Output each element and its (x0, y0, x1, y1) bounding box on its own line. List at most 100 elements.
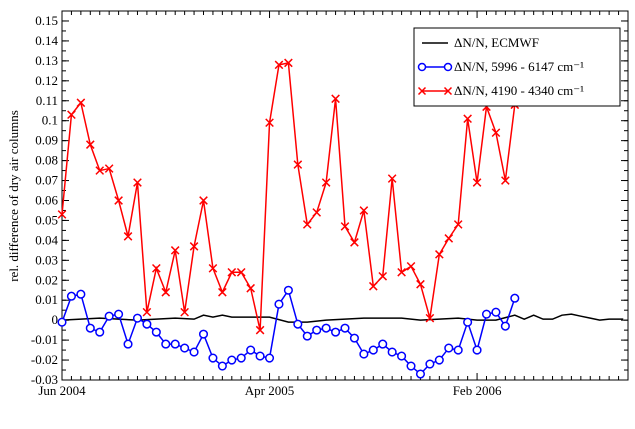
data-point (236, 267, 246, 277)
data-point (406, 361, 416, 371)
series-layer (57, 58, 624, 379)
x-tick-label: Jun 2004 (38, 383, 86, 398)
data-point (236, 353, 246, 363)
y-tick-label: 0.14 (35, 33, 58, 48)
y-tick-label: 0.05 (35, 212, 58, 227)
data-point (57, 210, 67, 219)
series-2 (57, 58, 520, 335)
y-tick-label: 0.04 (35, 232, 58, 247)
data-point (142, 319, 152, 329)
x-tick-label: Feb 2006 (453, 383, 502, 398)
data-point (293, 160, 303, 169)
y-tick-label: 0.01 (35, 292, 58, 307)
data-point (491, 128, 501, 138)
data-point (434, 355, 444, 365)
data-point (444, 343, 454, 353)
data-point (416, 279, 425, 289)
y-tick-label: 0.12 (35, 73, 58, 88)
data-point (265, 118, 274, 128)
data-point (66, 291, 76, 301)
data-point (500, 321, 510, 331)
data-point (378, 339, 388, 349)
data-point (321, 323, 331, 333)
data-point (350, 238, 359, 247)
data-point (283, 285, 293, 295)
data-point (95, 327, 105, 337)
data-point (189, 242, 199, 251)
data-point (152, 263, 161, 273)
data-point (284, 58, 293, 68)
data-point (170, 246, 180, 255)
series-1 (57, 285, 520, 379)
y-tick-label: 0.06 (35, 192, 58, 207)
data-point (255, 351, 265, 361)
data-point (293, 319, 303, 329)
data-point (114, 196, 123, 205)
series-0 (61, 313, 624, 323)
data-point (501, 176, 510, 185)
y-axis: -0.03 -0.02 -0.01 0 0.01 0.02 0.03 0.04 0.05 0.06… (31, 10, 628, 387)
data-point (114, 309, 124, 319)
data-point (199, 196, 208, 205)
data-point (76, 98, 86, 108)
y-tick-label: 0.02 (35, 272, 58, 287)
data-point (227, 267, 237, 277)
data-point (397, 351, 407, 361)
data-point (246, 345, 256, 355)
data-point (85, 140, 95, 149)
series-line (61, 288, 516, 376)
y-axis-title: rel. difference of dry air columns (6, 110, 21, 282)
data-point (463, 114, 472, 124)
data-point (123, 339, 133, 349)
data-point (67, 110, 76, 120)
data-point (321, 178, 331, 187)
y-tick-label: 0 (52, 312, 59, 327)
data-point (491, 307, 501, 317)
data-point (387, 174, 397, 183)
data-point (180, 307, 189, 317)
data-point (170, 339, 180, 349)
y-tick-label: -0.03 (31, 372, 58, 387)
data-point (142, 307, 152, 317)
data-point (368, 345, 378, 355)
data-point (444, 234, 454, 243)
data-point (312, 325, 322, 335)
data-point (359, 206, 369, 215)
data-point (264, 353, 275, 363)
data-point (472, 345, 482, 355)
data-point (453, 345, 463, 355)
data-point (180, 343, 190, 353)
data-point (415, 369, 426, 379)
data-point (76, 289, 86, 299)
legend-label: ΔN/N, 4190 - 4340 cm⁻¹ (454, 83, 584, 98)
y-tick-label: -0.02 (31, 352, 58, 367)
data-point (218, 287, 227, 297)
data-point (132, 313, 143, 323)
data-point (227, 355, 237, 365)
data-point (104, 311, 114, 321)
data-point (189, 347, 199, 357)
legend: ΔN/N, ECMWF ΔN/N, 5996 - 6147 cm⁻¹ ΔN/N, 4… (413, 27, 621, 107)
y-tick-label: 0.1 (42, 113, 58, 128)
data-point (481, 309, 492, 319)
data-point (246, 283, 255, 293)
data-point (331, 94, 340, 104)
y-tick-label: 0.13 (35, 53, 58, 68)
legend-marker (443, 86, 453, 96)
data-point (472, 178, 482, 187)
data-point (161, 339, 171, 349)
x-tick-label: Apr 2005 (245, 383, 294, 398)
legend-marker (417, 86, 427, 96)
data-point (463, 317, 473, 327)
y-tick-label: 0.11 (36, 93, 58, 108)
y-tick-label: 0.03 (35, 252, 58, 267)
series-line (61, 313, 624, 323)
data-point (123, 232, 133, 241)
data-point (387, 347, 397, 357)
data-point (255, 325, 265, 335)
data-point (274, 299, 284, 309)
data-point (57, 317, 67, 327)
data-point (340, 222, 350, 231)
data-point (510, 293, 520, 303)
